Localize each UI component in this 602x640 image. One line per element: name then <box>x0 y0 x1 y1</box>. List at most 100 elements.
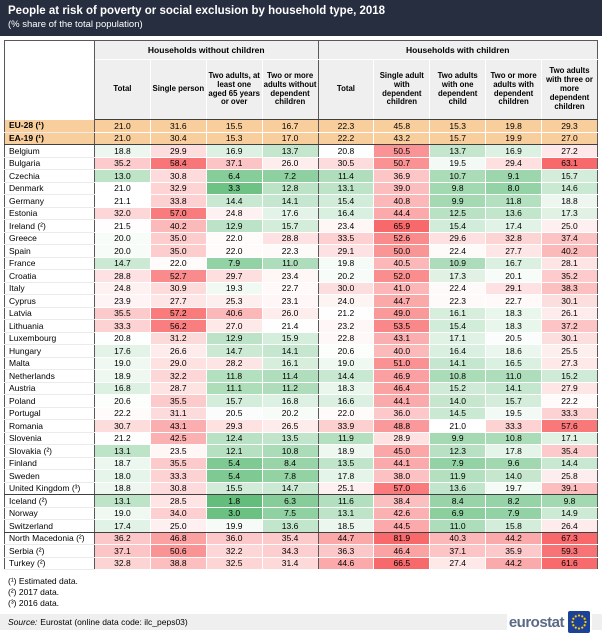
data-cell: 17.4 <box>94 519 151 533</box>
data-cell: 81.9 <box>373 532 430 545</box>
data-cell: 18.5 <box>317 519 374 533</box>
data-cell: 11.9 <box>317 432 374 445</box>
table-row: Slovakia (²) 13.1 23.5 12.1 10.8 18.9 45.0 12.3… <box>4 444 598 458</box>
data-cell: 30.0 <box>317 282 374 295</box>
data-cell: 17.1 <box>429 332 486 345</box>
country-cell: Latvia <box>4 307 95 320</box>
data-cell: 29.4 <box>485 157 542 170</box>
data-cell: 35.4 <box>261 532 318 545</box>
data-cell: 22.2 <box>94 407 151 420</box>
table-row: Sweden 18.0 33.3 5.4 7.8 17.8 38.0 11.9 14.0 25.8 <box>4 469 598 483</box>
table-row: United Kingdom (³) 18.8 30.8 15.5 14.7 25.1 57… <box>4 482 598 495</box>
table-row: Cyprus 23.9 27.7 25.3 23.1 24.0 44.7 22.3 22.7 30… <box>4 294 598 308</box>
data-cell: 15.5 <box>205 482 263 495</box>
data-cell: 30.5 <box>317 157 374 170</box>
country-cell: Romania <box>4 419 95 433</box>
data-cell: 11.4 <box>261 369 318 383</box>
data-cell: 44.2 <box>485 557 542 570</box>
data-cell: 19.0 <box>317 357 374 370</box>
data-cell: 19.7 <box>485 482 542 495</box>
data-cell: 23.9 <box>94 294 151 308</box>
data-cell: 50.7 <box>373 157 430 170</box>
data-cell: 26.6 <box>149 344 207 358</box>
data-cell: 35.0 <box>149 244 207 258</box>
data-cell: 18.6 <box>485 344 542 358</box>
data-cell: 42.6 <box>373 507 430 520</box>
data-cell: 14.1 <box>261 344 318 358</box>
table-row: Bulgaria 35.2 58.4 37.1 26.0 30.5 50.7 19.5 29.4… <box>4 157 598 170</box>
data-cell: 19.5 <box>485 407 542 420</box>
data-cell: 44.7 <box>317 532 374 545</box>
data-cell: 20.0 <box>94 244 151 258</box>
country-cell: Spain <box>4 244 95 258</box>
data-cell: 36.0 <box>205 532 263 545</box>
data-cell: 23.1 <box>261 294 318 308</box>
data-cell: 57.6 <box>541 419 598 433</box>
data-cell: 18.9 <box>94 369 151 383</box>
data-cell: 16.4 <box>429 344 486 358</box>
data-cell: 28.9 <box>373 432 430 445</box>
table-row: Lithuania 33.3 56.2 27.0 21.4 23.2 53.5 15.4 18.… <box>4 319 598 333</box>
data-cell: 32.2 <box>205 544 263 558</box>
data-cell: 17.4 <box>485 219 542 233</box>
data-cell: 18.3 <box>317 382 374 395</box>
data-cell: 18.0 <box>94 469 151 483</box>
group-header: Households without children <box>94 40 318 60</box>
data-cell: 16.9 <box>205 144 263 158</box>
data-cell: 33.3 <box>541 407 598 420</box>
data-cell: 45.0 <box>373 444 430 458</box>
data-cell: 30.8 <box>149 169 207 183</box>
data-cell: 13.7 <box>261 144 318 158</box>
data-cell: 20.6 <box>94 394 151 408</box>
country-cell: North Macedonia (²) <box>4 532 95 545</box>
data-cell: 11.4 <box>317 169 374 183</box>
data-cell: 13.1 <box>317 182 374 195</box>
data-cell: 21.0 <box>94 119 151 133</box>
data-cell: 14.7 <box>205 344 263 358</box>
country-cell: Finland <box>4 457 95 470</box>
country-cell: Belgium <box>4 144 95 158</box>
table-row: Turkey (²) 32.8 38.8 32.5 31.4 44.6 66.5 27.4 44… <box>4 557 598 570</box>
source-line: Source: Eurostat (online data code: ilc_p… <box>0 614 602 630</box>
data-cell: 35.4 <box>541 444 598 458</box>
table-row: Slovenia 21.2 42.5 12.4 13.5 11.9 28.9 9.9 10.8 1… <box>4 432 598 445</box>
data-cell: 12.9 <box>205 219 263 233</box>
title-bar: People at risk of poverty or social excl… <box>0 0 602 36</box>
data-cell: 28.8 <box>261 232 318 245</box>
table-row: Ireland (²) 21.5 40.2 12.9 15.7 23.4 65.9 15.4 1… <box>4 219 598 233</box>
data-cell: 22.0 <box>149 257 207 270</box>
data-cell: 16.9 <box>485 144 542 158</box>
data-cell: 13.1 <box>94 444 151 458</box>
data-cell: 15.7 <box>261 219 318 233</box>
table-row: Belgium 18.8 29.9 16.9 13.7 20.8 50.5 13.7 16.9 2… <box>4 144 598 158</box>
data-cell: 35.2 <box>94 157 151 170</box>
data-cell: 23.4 <box>317 219 374 233</box>
data-cell: 17.8 <box>485 444 542 458</box>
column-header: Single adult with dependent children <box>373 59 430 120</box>
data-cell: 8.4 <box>429 494 486 508</box>
data-cell: 12.8 <box>261 182 318 195</box>
country-cell: Hungary <box>4 344 95 358</box>
data-cell: 28.2 <box>205 357 263 370</box>
data-cell: 36.3 <box>317 544 374 558</box>
data-cell: 22.0 <box>205 244 263 258</box>
data-cell: 26.1 <box>541 307 598 320</box>
data-cell: 19.0 <box>94 357 151 370</box>
data-cell: 13.1 <box>317 507 374 520</box>
data-cell: 50.6 <box>149 544 207 558</box>
data-cell: 15.5 <box>205 119 263 133</box>
data-cell: 3.3 <box>205 182 263 195</box>
data-cell: 26.0 <box>261 307 318 320</box>
data-cell: 11.0 <box>429 519 486 533</box>
data-cell: 18.7 <box>94 457 151 470</box>
table-row: EA-19 (¹) 21.0 30.4 15.3 17.0 22.2 43.2 15.7 19.… <box>4 132 598 145</box>
data-cell: 22.7 <box>261 282 318 295</box>
column-header: Two or more adults without dependent chi… <box>261 59 318 120</box>
data-cell: 12.5 <box>429 207 486 220</box>
table-header: Households without children Households wi… <box>4 40 598 120</box>
data-cell: 16.5 <box>485 357 542 370</box>
country-cell: Croatia <box>4 269 95 283</box>
country-cell: EA-19 (¹) <box>4 132 95 145</box>
data-cell: 27.7 <box>485 244 542 258</box>
data-cell: 25.3 <box>205 294 263 308</box>
